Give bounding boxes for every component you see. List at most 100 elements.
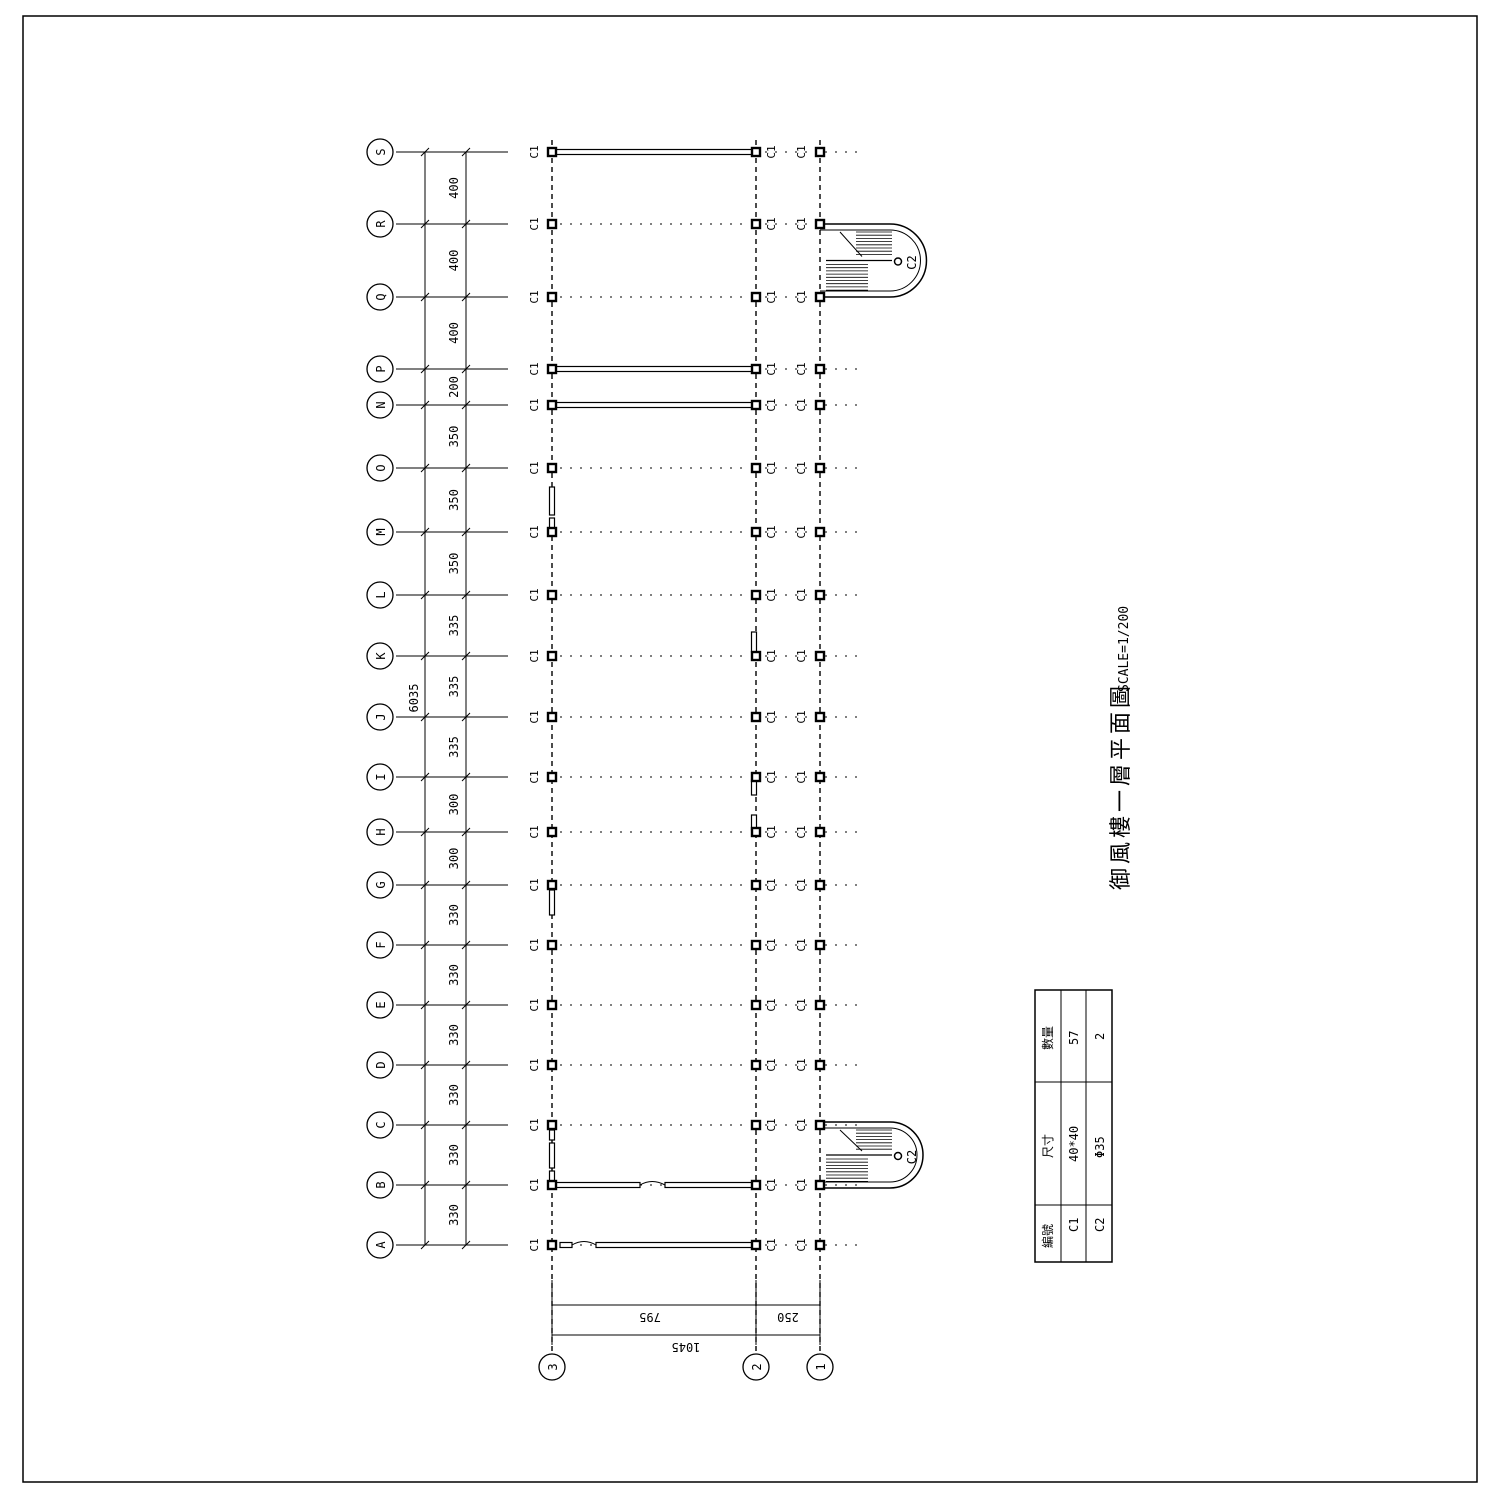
column-c1 bbox=[750, 771, 762, 783]
legend-header-size: 尺寸 bbox=[1041, 1134, 1055, 1158]
column-legend-table: 編號 尺寸 數量 C1 40*40 57 C2 Φ35 2 bbox=[1034, 989, 1113, 1263]
col-dim-total-group: 1045 bbox=[672, 1340, 701, 1354]
dim-tick bbox=[461, 1060, 471, 1070]
dim-tick bbox=[420, 527, 430, 537]
column-c1-label-group: C1 bbox=[795, 825, 808, 838]
column-c1 bbox=[750, 1119, 762, 1131]
grid-bubble-row-c bbox=[366, 1111, 394, 1139]
grid-bubble-row-label-group: P bbox=[374, 365, 388, 372]
wall-segment bbox=[548, 1142, 556, 1169]
column-c1-label-group: C1 bbox=[765, 998, 778, 1011]
column-c1-label: C1 bbox=[795, 878, 808, 891]
dim-tick bbox=[420, 1180, 430, 1190]
row-dim-label: 400 bbox=[447, 177, 461, 199]
legend-header-id: 編號 bbox=[1040, 1224, 1055, 1248]
grid-bubble-row-label: C bbox=[374, 1121, 388, 1128]
column-c1 bbox=[546, 879, 558, 891]
wall-row-a bbox=[595, 1241, 757, 1249]
column-c1 bbox=[814, 218, 826, 230]
grid-bubble-col-label: 3 bbox=[546, 1363, 560, 1370]
row-dim-label-group: 335 bbox=[447, 676, 461, 698]
dim-tick bbox=[420, 772, 430, 782]
column-c1 bbox=[750, 1239, 762, 1251]
column-c1-label-group: C1 bbox=[528, 398, 541, 411]
row-dim-label-group: 350 bbox=[447, 489, 461, 511]
column-c1-label: C1 bbox=[765, 770, 778, 783]
column-c1 bbox=[814, 399, 826, 411]
grid-bubble-row-r bbox=[366, 210, 394, 238]
stair-south-arrow-line bbox=[839, 1129, 863, 1152]
column-c1-label-group: C1 bbox=[795, 461, 808, 474]
col-dim-span-32-group: 795 bbox=[639, 1310, 661, 1324]
grid-bubble-row-label-group: L bbox=[374, 591, 388, 598]
stair-south-inner bbox=[820, 1127, 918, 1183]
wall-segment bbox=[548, 1129, 556, 1141]
dim-tick bbox=[420, 219, 430, 229]
column-c1-label: C1 bbox=[795, 1118, 808, 1131]
grid-bubble-row-label: N bbox=[374, 401, 388, 408]
column-c1-label: C1 bbox=[795, 145, 808, 158]
column-c1-label: C1 bbox=[765, 525, 778, 538]
grid-bubble-row-label-group: B bbox=[374, 1181, 388, 1188]
dim-tick bbox=[420, 1120, 430, 1130]
column-c1 bbox=[814, 462, 826, 474]
column-c1 bbox=[750, 1059, 762, 1071]
column-c1-label: C1 bbox=[528, 938, 541, 951]
column-c1-label: C1 bbox=[528, 398, 541, 411]
row-dim-label: 335 bbox=[447, 736, 461, 758]
column-c1 bbox=[814, 1179, 826, 1191]
column-c1-label-group: C1 bbox=[765, 1118, 778, 1131]
wall-row-b-left bbox=[551, 1181, 641, 1189]
dim-tick bbox=[461, 590, 471, 600]
stair-south-outline bbox=[820, 1121, 924, 1189]
column-c1-label: C1 bbox=[795, 770, 808, 783]
column-c1-label: C1 bbox=[765, 710, 778, 723]
column-c1-label-group: C1 bbox=[765, 878, 778, 891]
door-swing-arc bbox=[571, 1241, 597, 1246]
stair-north-arrow-line bbox=[839, 231, 863, 257]
col-dim-span-21-group: 250 bbox=[777, 1310, 799, 1324]
row-dim-label: 330 bbox=[447, 904, 461, 926]
grid-bubble-col-label: 2 bbox=[750, 1363, 764, 1370]
column-c1 bbox=[814, 771, 826, 783]
drawing-title: 御風樓一層平面圖 bbox=[1109, 682, 1134, 890]
row-dim-label: 400 bbox=[447, 250, 461, 272]
column-c1-label-group: C1 bbox=[765, 938, 778, 951]
sheet-border bbox=[22, 15, 1478, 1483]
grid-bubble-row-label: H bbox=[374, 828, 388, 835]
row-dim-label: 200 bbox=[447, 376, 461, 398]
drawing-title-group: 御風樓一層平面圖 SCALE=1/200 bbox=[1109, 606, 1134, 890]
column-c1 bbox=[750, 1179, 762, 1191]
column-c1 bbox=[814, 711, 826, 723]
column-c1-label-group: C1 bbox=[765, 217, 778, 230]
grid-bubble-row-label: M bbox=[374, 528, 388, 535]
dim-tick bbox=[420, 940, 430, 950]
column-c1-label-group: C1 bbox=[528, 145, 541, 158]
column-c1-label-group: C1 bbox=[528, 461, 541, 474]
column-c1-label-group: C1 bbox=[795, 878, 808, 891]
dim-tick bbox=[461, 1000, 471, 1010]
column-c1 bbox=[546, 1059, 558, 1071]
grid-bubble-row-label: P bbox=[374, 365, 388, 372]
column-c1 bbox=[546, 711, 558, 723]
column-c1 bbox=[546, 1179, 558, 1191]
column-c1-label: C1 bbox=[765, 1238, 778, 1251]
col-dim-total: 1045 bbox=[672, 1340, 701, 1354]
column-c1 bbox=[546, 146, 558, 158]
column-c1-label-group: C1 bbox=[795, 938, 808, 951]
column-c1 bbox=[814, 939, 826, 951]
dim-tick bbox=[461, 527, 471, 537]
grid-bubble-col-label: 1 bbox=[814, 1363, 828, 1370]
column-c1-label-group: C1 bbox=[795, 398, 808, 411]
wall-segment bbox=[750, 631, 758, 653]
dim-tick bbox=[461, 1180, 471, 1190]
stair-north-c2-label: C2 bbox=[905, 255, 919, 269]
dim-tick bbox=[461, 147, 471, 157]
col-dim-span-32: 795 bbox=[639, 1310, 661, 1324]
row-dim-label: 350 bbox=[447, 489, 461, 511]
row-dim-label: 350 bbox=[447, 426, 461, 448]
column-c1-label: C1 bbox=[795, 649, 808, 662]
column-c1-label-group: C1 bbox=[795, 1058, 808, 1071]
column-c1-label-group: C1 bbox=[795, 710, 808, 723]
